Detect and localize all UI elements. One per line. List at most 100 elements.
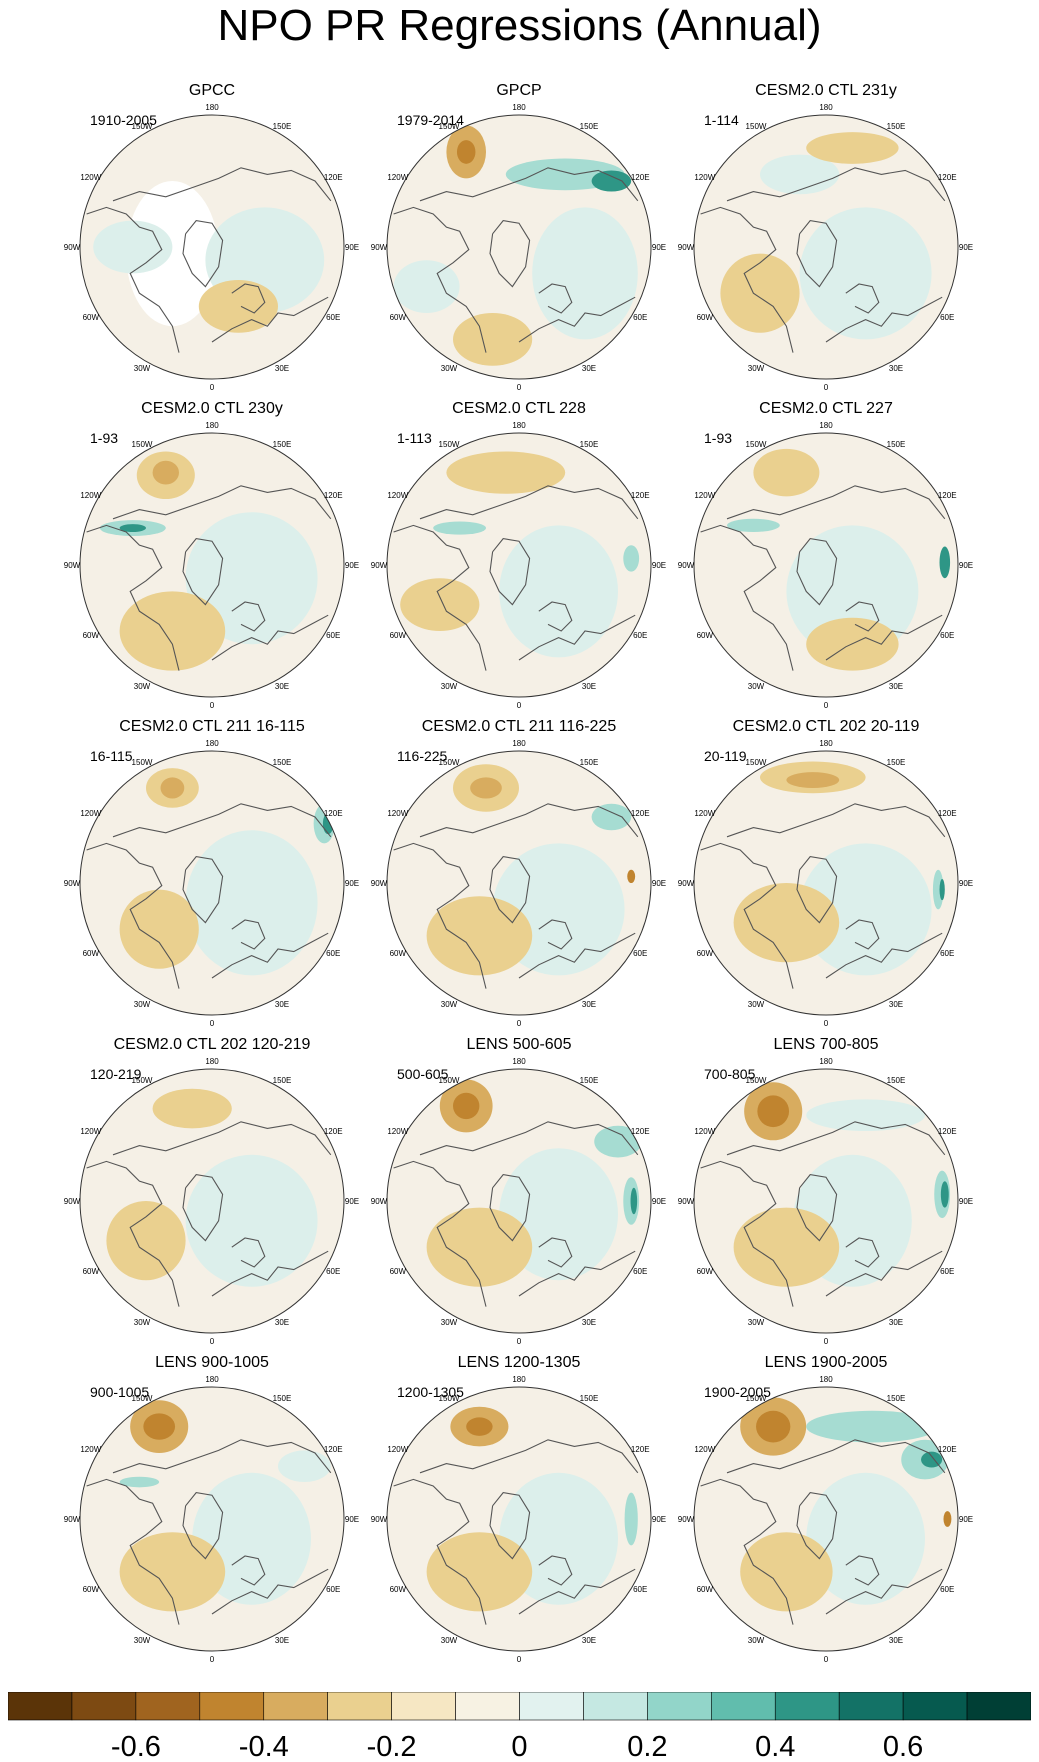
anomaly-region xyxy=(393,260,460,313)
longitude-label: 150W xyxy=(746,1394,767,1403)
panel-period: 500-605 xyxy=(397,1066,449,1082)
longitude-label: 150E xyxy=(273,1076,292,1085)
longitude-label: 30E xyxy=(275,1636,289,1645)
coastline xyxy=(700,1160,794,1307)
coastline xyxy=(726,1439,946,1474)
longitude-label: 120E xyxy=(938,1445,957,1454)
longitude-label: 60W xyxy=(390,631,407,640)
coastline xyxy=(182,856,224,924)
longitude-label: 120W xyxy=(387,809,408,818)
coastline xyxy=(419,1439,639,1474)
longitude-label: 120E xyxy=(324,491,343,500)
longitude-label: 180 xyxy=(205,739,219,748)
longitude-label: 120E xyxy=(324,1445,343,1454)
longitude-label: 30W xyxy=(134,1636,151,1645)
longitude-label: 150W xyxy=(746,122,767,131)
coastline xyxy=(419,803,639,838)
map-panel: CESM2.0 CTL 227 1-93 180 150E 120E 90E 60E 30E 0… xyxy=(678,400,973,710)
longitude-label: 120W xyxy=(387,1445,408,1454)
colorbar-box xyxy=(519,1692,584,1721)
longitude-label: 90W xyxy=(371,243,388,252)
longitude-label: 120W xyxy=(694,491,715,500)
anomaly-region xyxy=(185,830,318,976)
longitude-label: 30W xyxy=(134,364,151,373)
map-boundary xyxy=(693,1068,959,1334)
longitude-label: 120E xyxy=(324,173,343,182)
colorbar-box xyxy=(902,1692,968,1721)
anomaly-region xyxy=(806,1472,925,1605)
coastline xyxy=(231,283,266,314)
panel-period: 700-805 xyxy=(704,1066,756,1082)
anomaly-region xyxy=(591,170,632,192)
longitude-label: 60E xyxy=(940,949,954,958)
coastline xyxy=(825,932,943,979)
longitude-label: 30W xyxy=(748,1636,765,1645)
colorbar: -0.6 -0.4 -0.2 0 0.2 0.4 0.6 xyxy=(8,1692,1031,1762)
coastline xyxy=(518,932,636,979)
panel-title: CESM2.0 CTL 228 xyxy=(452,400,586,417)
anomaly-region xyxy=(740,1532,833,1612)
longitude-label: 60E xyxy=(326,949,340,958)
longitude-label: 30W xyxy=(441,1318,458,1327)
coastline xyxy=(393,1478,487,1625)
longitude-label: 60W xyxy=(390,313,407,322)
longitude-label: 90W xyxy=(678,1515,695,1524)
panel-period: 120-219 xyxy=(90,1066,142,1082)
coastline xyxy=(700,842,794,989)
longitude-label: 30E xyxy=(889,1000,903,1009)
anomaly-region xyxy=(594,1125,642,1158)
longitude-label: 150E xyxy=(580,1394,599,1403)
longitude-label: 0 xyxy=(824,1337,829,1346)
longitude-label: 30W xyxy=(441,1000,458,1009)
longitude-label: 30E xyxy=(582,1318,596,1327)
panel-period: 116-225 xyxy=(397,748,448,764)
coastline xyxy=(112,1121,332,1156)
longitude-label: 30W xyxy=(748,1000,765,1009)
coastline xyxy=(538,601,573,632)
coastline xyxy=(489,538,531,606)
longitude-label: 150W xyxy=(439,1076,460,1085)
map-boundary xyxy=(386,114,652,380)
coastline xyxy=(796,856,838,924)
anomaly-region xyxy=(532,207,638,340)
longitude-label: 180 xyxy=(512,1057,526,1066)
anomaly-region xyxy=(119,1476,160,1488)
colorbar-box xyxy=(774,1692,840,1721)
main-title: NPO PR Regressions (Annual) xyxy=(217,1,822,50)
coastline xyxy=(845,601,880,632)
panel-title: LENS 1900-2005 xyxy=(765,1354,888,1371)
anomaly-region xyxy=(720,253,800,333)
anomaly-region xyxy=(198,280,278,333)
coastline xyxy=(825,1250,943,1297)
longitude-label: 90W xyxy=(678,243,695,252)
coastline xyxy=(845,1237,880,1268)
panel-title: LENS 900-1005 xyxy=(155,1354,269,1371)
anomaly-region xyxy=(630,1187,638,1215)
longitude-label: 90E xyxy=(652,561,666,570)
longitude-label: 90W xyxy=(678,879,695,888)
map-boundary xyxy=(79,750,345,1016)
map-panel: CESM2.0 CTL 231y 1-114 180 150E 120E 90E 60E 30… xyxy=(678,82,973,392)
longitude-label: 120E xyxy=(938,1127,957,1136)
longitude-label: 120E xyxy=(631,491,650,500)
longitude-label: 90E xyxy=(652,879,666,888)
coastline xyxy=(182,1492,224,1560)
longitude-label: 0 xyxy=(824,701,829,710)
longitude-label: 30W xyxy=(441,364,458,373)
panel-period: 1-114 xyxy=(704,112,739,128)
coastline xyxy=(211,1250,329,1297)
longitude-label: 90W xyxy=(371,1515,388,1524)
longitude-label: 180 xyxy=(512,739,526,748)
colorbar-box xyxy=(327,1692,392,1721)
map-panel: LENS 900-1005 900-1005 180 150E 120E 90E 60E 30… xyxy=(64,1354,359,1664)
anomaly-region xyxy=(733,1207,840,1287)
longitude-label: 30E xyxy=(582,1000,596,1009)
anomaly-region xyxy=(799,207,932,340)
longitude-label: 90E xyxy=(345,561,359,570)
anomaly-region xyxy=(939,546,951,579)
panel-title: CESM2.0 CTL 231y xyxy=(755,82,897,99)
coastline xyxy=(211,1568,329,1615)
longitude-label: 60W xyxy=(83,631,100,640)
longitude-label: 90W xyxy=(678,1197,695,1206)
anomaly-region xyxy=(932,869,944,910)
